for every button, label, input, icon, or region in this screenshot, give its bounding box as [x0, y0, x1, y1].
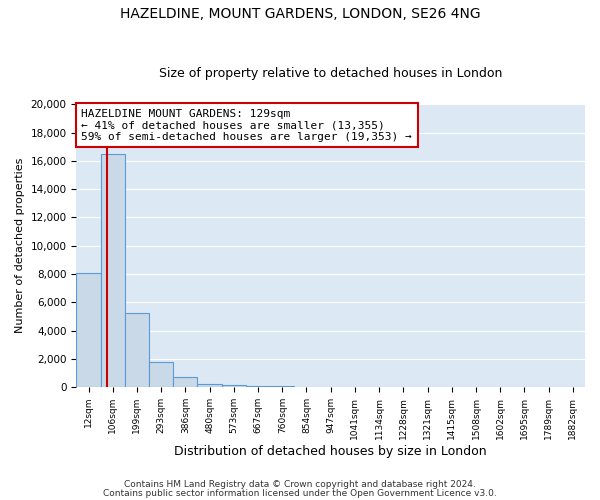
Y-axis label: Number of detached properties: Number of detached properties [15, 158, 25, 334]
Bar [270, 386, 295, 387]
Text: HAZELDINE, MOUNT GARDENS, LONDON, SE26 4NG: HAZELDINE, MOUNT GARDENS, LONDON, SE26 4… [119, 8, 481, 22]
Bar [222, 385, 246, 387]
Text: Contains public sector information licensed under the Open Government Licence v3: Contains public sector information licen… [103, 488, 497, 498]
Title: Size of property relative to detached houses in London: Size of property relative to detached ho… [159, 66, 502, 80]
Text: Contains HM Land Registry data © Crown copyright and database right 2024.: Contains HM Land Registry data © Crown c… [124, 480, 476, 489]
Text: HAZELDINE MOUNT GARDENS: 129sqm
← 41% of detached houses are smaller (13,355)
59: HAZELDINE MOUNT GARDENS: 129sqm ← 41% of… [82, 108, 412, 142]
Bar [101, 154, 125, 387]
Bar [125, 313, 149, 387]
Bar [173, 377, 197, 387]
X-axis label: Distribution of detached houses by size in London: Distribution of detached houses by size … [175, 444, 487, 458]
Bar [149, 362, 173, 387]
Bar [246, 386, 270, 387]
Bar [197, 384, 222, 387]
Bar [76, 272, 101, 387]
